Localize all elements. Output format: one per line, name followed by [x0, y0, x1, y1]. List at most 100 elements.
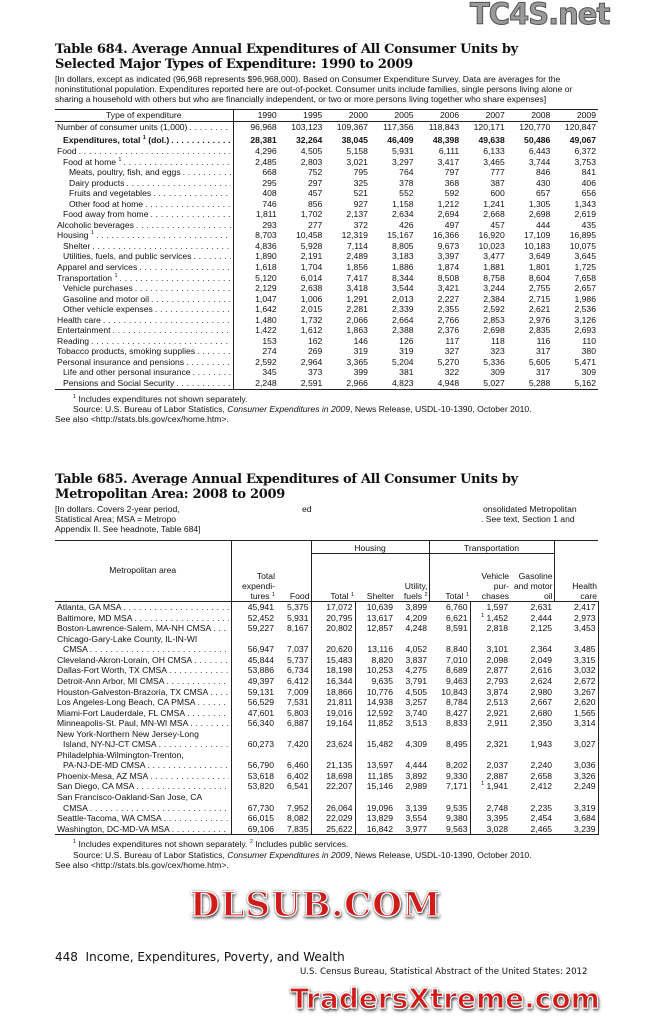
leader-dots — [134, 613, 228, 624]
headnote-fragment: . See text, Section 1 and — [481, 514, 575, 525]
cell-value: 5,605 — [528, 356, 551, 367]
watermark-tc4s: TC4S.net — [469, 0, 610, 32]
row-label: Phoenix-Mesa, AZ MSA — [55, 770, 232, 782]
cell-value: 293 — [262, 219, 277, 230]
cell-value: 2,911 — [487, 718, 509, 729]
table-685-title: Table 685. Average Annual Expenditures o… — [55, 472, 600, 502]
cell-value: 4,309 — [405, 739, 428, 750]
cell-value: 3,326 — [554, 770, 599, 782]
cell-value: 2,921 — [486, 707, 509, 718]
row-label: Cleveland-Akron-Lorain, OH CMSA — [55, 654, 232, 666]
row-label: Gasoline and motor oil — [55, 293, 234, 305]
cell-value: 3,418 — [346, 283, 368, 294]
empty-cell — [311, 749, 356, 761]
col-header: Food — [276, 540, 312, 602]
headnote-line: [In dollars. Covers 2-year period, ed onso… — [55, 504, 600, 515]
label: Dairy products — [69, 177, 125, 188]
empty-cell — [355, 750, 395, 761]
cell-value: 317 — [536, 346, 551, 357]
cell-value: 7,835 — [276, 823, 312, 836]
table-row: Boston-Lawrence-Salem, MA-NH CMSA59,2278… — [55, 623, 599, 634]
label-text: PA-NJ-DE-MD CMSA — [63, 760, 146, 771]
cell-value: 3,139 — [405, 802, 428, 813]
row-label: New York-Northern New Jersey-Long — [55, 728, 232, 740]
cell-value: 7,420 — [276, 739, 312, 750]
cell-value: 345 — [262, 367, 277, 378]
footnote-marker: 1 — [350, 591, 354, 598]
label-wrap: Dallas-Fort Worth, TX CMSA — [57, 665, 229, 676]
table-row: Utilities, fuels, and public services 1,8… — [55, 251, 598, 262]
row-label: Washington, DC-MD-VA MSA — [55, 823, 232, 836]
cell-value: 3,244 — [483, 283, 505, 294]
row-label: Pensions and Social Security — [55, 378, 234, 390]
table-row: Expenditures, total 1 (dol.) 28,381 32,264… — [55, 135, 598, 146]
table-row: Food at home 1 2,485 2,803 3,021 3,297 3,417 3… — [55, 156, 598, 168]
cell-value: 12,319 — [341, 230, 368, 241]
leader-dots — [145, 199, 231, 210]
table-row: Gasoline and motor oil 1,047 1,006 1,291 2,0… — [55, 293, 598, 305]
row-label: Chicago-Gary-Lake County, IL-IN-WI — [55, 633, 232, 645]
cell-value: 49,067 — [569, 135, 596, 146]
empty-cell — [355, 634, 395, 645]
cell-value: 2,376 — [437, 325, 460, 336]
label-wrap: Food at home 1 — [63, 157, 231, 168]
table-row: Los Angeles-Long Beach, CA PMSA 56,5297,5… — [55, 697, 599, 708]
cell-value: 49,397 — [247, 676, 274, 686]
cell-value: 13,829 — [366, 813, 393, 824]
headnote-fragment: Statistical Area; MSA = Metropo — [55, 514, 177, 525]
label-text: Los Angeles-Long Beach, CA PMSA — [57, 697, 196, 708]
label-wrap: Reading — [57, 336, 231, 347]
row-label: Meats, poultry, fish, and eggs — [55, 167, 234, 178]
label-text: Life and other personal insurance — [63, 367, 193, 378]
empty-cell — [311, 728, 356, 740]
cell-value: 380 — [581, 346, 596, 357]
cell-value: 32,264 — [296, 135, 323, 146]
cell-value: 2,454 — [530, 813, 553, 824]
cell-value: 6,460 — [276, 760, 312, 771]
leader-dots — [96, 230, 231, 241]
cell-value: 3,239 — [554, 823, 599, 836]
empty-cell — [429, 633, 471, 645]
label: Health care — [57, 314, 101, 325]
label: Fruits and vegetables — [69, 188, 152, 199]
cell-value: 3,417 — [437, 156, 460, 167]
col-header: Utility, fuels 2 — [395, 553, 430, 602]
value: 1,941 — [486, 781, 509, 792]
cell-value: 3,465 — [483, 156, 505, 167]
cell-value: 146 — [353, 335, 368, 346]
cell-value: 1,618 — [255, 262, 277, 272]
stub-header: Metropolitan area — [55, 540, 232, 602]
label: Other vehicle expenses — [63, 304, 153, 315]
cell-value: 11,185 — [367, 770, 393, 781]
empty-cell — [395, 634, 429, 645]
cell-value: 4,275 — [405, 665, 428, 676]
year-header: 2009 — [552, 109, 598, 122]
row-label: CMSA — [55, 802, 232, 814]
cell-value: 10,843 — [429, 686, 471, 698]
cell-value: 1,305 — [528, 198, 551, 209]
cell-value: 10,183 — [524, 240, 551, 251]
cell-value: 8,508 — [437, 272, 460, 283]
label-wrap: Detroit-Ann Arbor, MI CMSA — [57, 676, 229, 687]
source-note: Source: U.S. Bureau of Labor Statistics,… — [55, 404, 600, 414]
cell-value: 3,477 — [483, 251, 505, 262]
cell-value: 17,072 — [311, 601, 356, 613]
empty-cell — [231, 729, 276, 740]
cell-value: 2,015 — [300, 304, 323, 315]
table-row: Minneapolis-St. Paul, MN-WI MSA 56,3406,8… — [55, 718, 599, 729]
cell-value: 309 — [581, 367, 596, 378]
cell-value: 372 — [353, 219, 368, 230]
headnote-line: Appendix II. See headnote, Table 684] — [55, 524, 201, 535]
cell-value: 66,015 — [247, 813, 274, 824]
row-label: Houston-Galveston-Brazoria, TX CMSA — [55, 686, 232, 698]
row-label: Shelter — [55, 240, 234, 252]
row-label: Transportation 1 — [55, 272, 234, 284]
cell-value: 59,131 — [247, 686, 274, 697]
table-row: Pensions and Social Security 2,2482,5912,… — [55, 378, 598, 390]
cell-value: 2,668 — [483, 209, 505, 220]
cell-value: 50,486 — [524, 135, 551, 146]
label-text: San Diego, CA MSA — [57, 781, 135, 792]
label-text: Atlanta, GA MSA — [57, 602, 122, 613]
cell-value: 4,209 — [405, 612, 428, 623]
cell-value: 13,597 — [366, 760, 393, 771]
